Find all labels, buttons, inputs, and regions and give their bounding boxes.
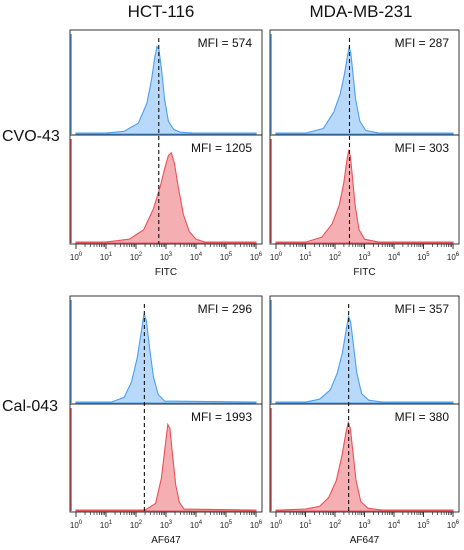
tick-label: 103 <box>358 520 371 530</box>
panel-4: MFI = 357 MFI = 380 100 101 102 103 104 105 106 A… <box>269 295 460 546</box>
histogram-sample <box>75 151 257 244</box>
histogram-sample <box>275 420 454 512</box>
panel-2: MFI = 287 MFI = 303 100 101 102 103 104 105 106 F… <box>269 29 460 278</box>
column-title-mdamb231: MDA-MB-231 <box>309 2 413 21</box>
histogram-control <box>75 313 257 404</box>
tick-label: 106 <box>447 252 460 262</box>
mfi-label: MFI = 287 <box>395 36 450 50</box>
tick-label: 101 <box>299 252 312 262</box>
tick-label: 105 <box>417 520 430 530</box>
tick-label: 100 <box>270 520 283 530</box>
x-axis-label: AF647 <box>350 535 380 546</box>
x-axis-label: FITC <box>155 267 177 278</box>
tick-label: 104 <box>388 520 401 530</box>
histogram-control <box>275 314 454 404</box>
tick-label: 105 <box>220 252 233 262</box>
tick-label: 102 <box>329 252 342 262</box>
x-axis-label: AF647 <box>151 535 181 546</box>
tick-label: 102 <box>130 252 143 262</box>
tick-label: 102 <box>130 520 143 530</box>
x-axis-label: FITC <box>353 267 375 278</box>
row-title-cvo43: CVO-43 <box>2 128 60 145</box>
tick-label: 100 <box>70 520 83 530</box>
tick-label: 106 <box>250 252 263 262</box>
tick-label: 106 <box>447 520 460 530</box>
tick-label: 101 <box>100 520 113 530</box>
row-title-cal043: Cal-043 <box>2 398 59 415</box>
tick-label: 100 <box>270 252 283 262</box>
tick-label: 103 <box>160 520 173 530</box>
mfi-label: MFI = 1993 <box>191 410 252 424</box>
tick-label: 105 <box>417 252 430 262</box>
tick-label: 105 <box>220 520 233 530</box>
tick-label: 102 <box>329 520 342 530</box>
tick-label: 101 <box>100 252 113 262</box>
column-title-hct116: HCT-116 <box>127 2 195 21</box>
tick-label: 104 <box>190 252 203 262</box>
tick-label: 103 <box>358 252 371 262</box>
histogram-control <box>275 45 454 135</box>
mfi-label: MFI = 303 <box>395 141 450 155</box>
mfi-label: MFI = 357 <box>395 302 450 316</box>
tick-label: 101 <box>299 520 312 530</box>
tick-label: 104 <box>190 520 203 530</box>
panel-3: MFI = 296 MFI = 1993 100 101 102 103 104 105 106… <box>69 295 263 546</box>
histogram-sample <box>75 422 257 512</box>
tick-label: 100 <box>70 252 83 262</box>
tick-label: 106 <box>250 520 263 530</box>
mfi-label: MFI = 380 <box>395 410 450 424</box>
mfi-label: MFI = 574 <box>198 36 253 50</box>
histogram-sample <box>275 148 454 244</box>
tick-label: 104 <box>388 252 401 262</box>
histogram-control <box>75 45 257 135</box>
mfi-label: MFI = 296 <box>198 302 253 316</box>
tick-label: 103 <box>160 252 173 262</box>
panel-1: MFI = 574 MFI = 1205 100 101 102 103 104 105 106… <box>69 29 263 278</box>
mfi-label: MFI = 1205 <box>191 141 252 155</box>
